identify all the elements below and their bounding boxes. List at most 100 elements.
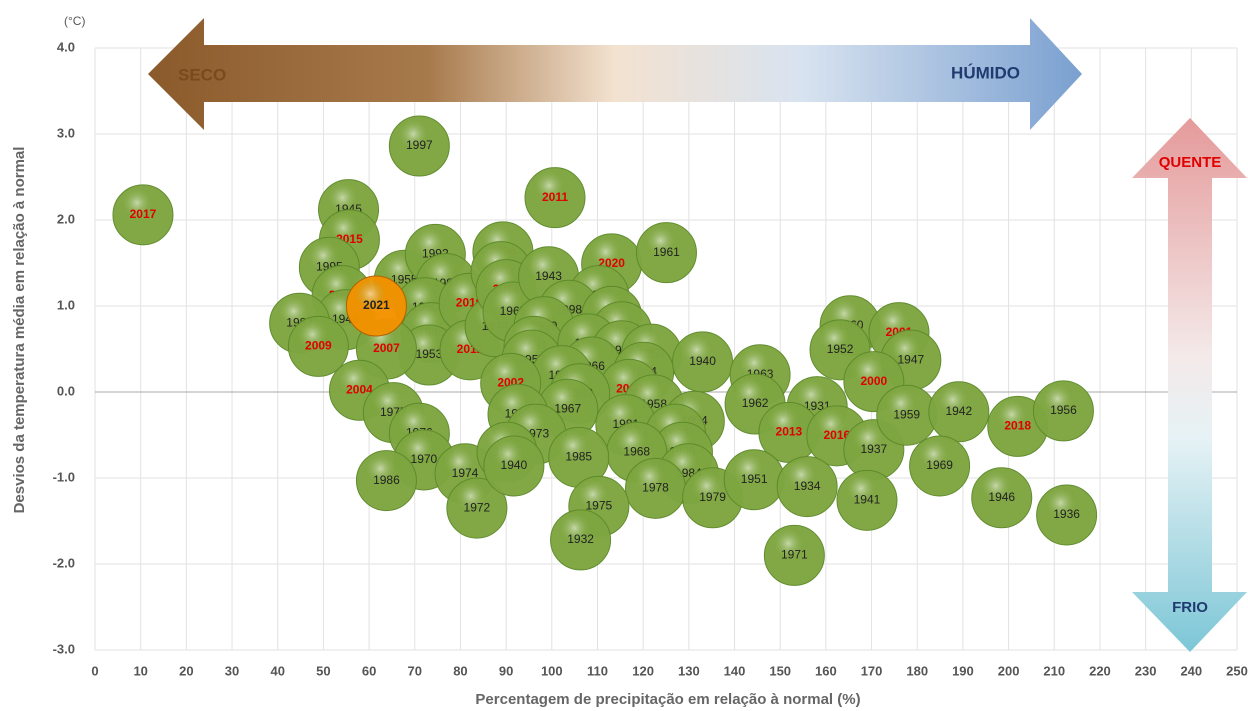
bubble-label: 1940 — [689, 354, 716, 368]
bubble-label: 1978 — [642, 480, 669, 494]
x-tick-label: 30 — [225, 663, 239, 678]
bubble-label: 1970 — [411, 452, 438, 466]
x-axis-label: Percentagem de precipitação em relação à… — [475, 691, 860, 708]
x-tick-label: 50 — [316, 663, 330, 678]
y-tick-label: 4.0 — [57, 39, 75, 54]
x-tick-label: 180 — [906, 663, 928, 678]
bubble-label: 1942 — [945, 404, 972, 418]
bubble-shine — [758, 402, 819, 463]
bubble-label: 2018 — [1004, 419, 1031, 433]
x-tick-label: 130 — [678, 663, 700, 678]
bubble-shine — [446, 478, 507, 539]
bubble-label: 1972 — [464, 500, 491, 514]
x-tick-label: 10 — [133, 663, 147, 678]
y-axis-label: Desvios da temperatura média em relação … — [11, 147, 28, 514]
bubble-label: 2004 — [346, 382, 373, 396]
bubble-shine — [876, 385, 937, 446]
x-tick-label: 60 — [362, 663, 376, 678]
x-tick-label: 150 — [769, 663, 791, 678]
bubble-shine — [389, 116, 450, 177]
bubble-label: 1947 — [897, 352, 924, 366]
bubble-label: 1936 — [1053, 507, 1080, 521]
bubble-label: 1968 — [623, 444, 650, 458]
bubble-shine — [764, 525, 825, 586]
bubble-label: 1986 — [373, 473, 400, 487]
x-tick-label: 190 — [952, 663, 974, 678]
bubble-shine — [1036, 484, 1097, 545]
bubble-shine — [548, 427, 609, 488]
dry-label: SECO — [178, 65, 226, 84]
bubble-label: 1932 — [567, 532, 594, 546]
y-tick-label: 1.0 — [57, 297, 75, 312]
y-unit: (°C) — [64, 14, 85, 28]
x-tick-label: 230 — [1135, 663, 1157, 678]
bubble-label: 2000 — [860, 374, 887, 388]
bubble-shine — [288, 316, 349, 377]
x-tick-label: 160 — [815, 663, 837, 678]
x-tick-label: 70 — [408, 663, 422, 678]
bubble-shine — [672, 331, 733, 392]
bubble-label: 1941 — [854, 493, 881, 507]
bubble-label: 1956 — [1050, 403, 1077, 417]
x-tick-label: 210 — [1043, 663, 1065, 678]
bubble-label: 1943 — [535, 269, 562, 283]
bubble-label: 2017 — [130, 207, 157, 221]
x-tick-label: 140 — [724, 663, 746, 678]
x-tick-label: 80 — [453, 663, 467, 678]
y-tick-label: -3.0 — [53, 641, 75, 656]
bubble-shine — [112, 184, 173, 245]
y-tick-label: 0.0 — [57, 383, 75, 398]
bubble-label: 1969 — [926, 458, 953, 472]
bubble-shine — [625, 458, 686, 519]
bubble-label: 1946 — [988, 490, 1015, 504]
bubble-shine — [346, 276, 407, 336]
bubble-shine — [356, 450, 417, 511]
y-tick-label: 3.0 — [57, 125, 75, 140]
bubble-shine — [928, 381, 989, 442]
x-tick-label: 200 — [998, 663, 1020, 678]
bubble-shine — [524, 167, 585, 228]
cold-label: FRIO — [1172, 599, 1208, 616]
bubble-label: 1997 — [406, 138, 433, 152]
bubble-shine — [636, 222, 697, 283]
bubble-label: 1952 — [827, 342, 854, 356]
bubble-shine — [550, 509, 611, 570]
x-tick-label: 120 — [632, 663, 654, 678]
x-tick-label: 110 — [587, 663, 608, 678]
wet-label: HÚMIDO — [951, 63, 1020, 82]
bubble-label: 2011 — [542, 190, 568, 204]
bubble-shine — [971, 467, 1032, 528]
bubble-label: 1961 — [653, 245, 680, 259]
bubble-label: 1974 — [452, 466, 479, 480]
bubble-shine — [836, 470, 897, 531]
dry-wet-arrow — [148, 18, 1082, 130]
bubble-label: 1962 — [742, 396, 769, 410]
hot-label: QUENTE — [1159, 154, 1222, 171]
bubble-label: 1979 — [699, 490, 726, 504]
bubble-label: 2021 — [363, 298, 390, 312]
x-tick-label: 0 — [91, 663, 98, 678]
bubble-shine — [1033, 380, 1094, 441]
bubble-label: 1937 — [860, 442, 887, 456]
bubble-label: 2016 — [823, 428, 850, 442]
x-tick-label: 250 — [1226, 663, 1248, 678]
x-tick-label: 100 — [541, 663, 563, 678]
bubble-label: 1940 — [501, 458, 528, 472]
bubble-label: 2007 — [373, 341, 400, 355]
x-tick-label: 40 — [270, 663, 284, 678]
bubble-label: 1967 — [554, 401, 581, 415]
hot-cold-arrow — [1132, 118, 1247, 652]
y-tick-label: 2.0 — [57, 211, 75, 226]
bubble-shine — [777, 456, 838, 517]
x-tick-label: 240 — [1180, 663, 1202, 678]
bubble-label: 1975 — [585, 499, 612, 513]
y-tick-label: -1.0 — [53, 469, 75, 484]
bubble-label: 1985 — [565, 450, 592, 464]
bubble-label: 1971 — [781, 548, 808, 562]
x-tick-label: 90 — [499, 663, 513, 678]
x-tick-label: 20 — [179, 663, 193, 678]
bubble-label: 1934 — [794, 479, 821, 493]
bubble-shine — [909, 435, 970, 496]
bubble-label: 1951 — [741, 472, 768, 486]
bubble-label: 2013 — [776, 425, 803, 439]
